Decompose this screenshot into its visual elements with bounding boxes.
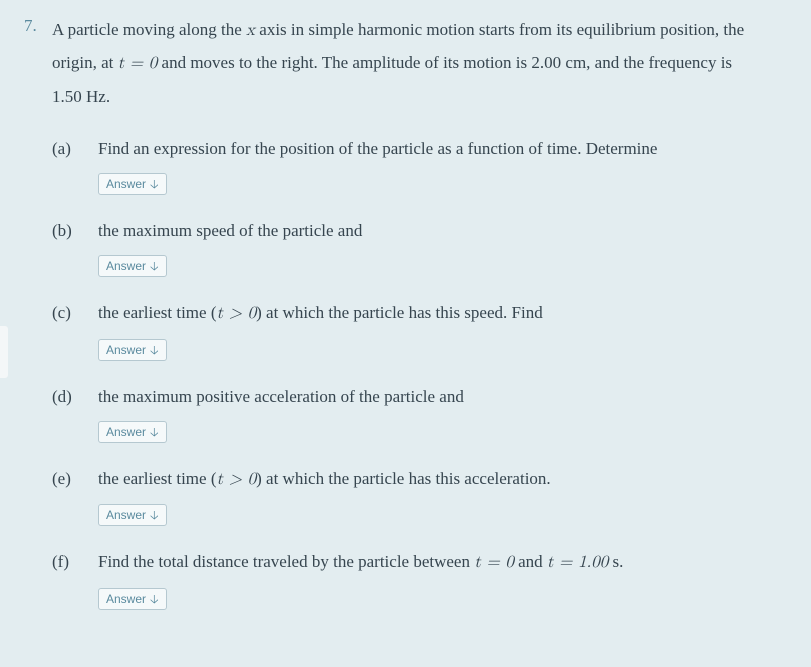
answer-button[interactable]: Answer 🡣 [98, 504, 167, 526]
arrow-down-icon: 🡣 [150, 593, 159, 605]
part-c: (c) the earliest time (t > 0) at which t… [52, 297, 765, 372]
problem-body: A particle moving along the x axis in si… [52, 14, 765, 630]
part-c-pre: the earliest time ( [98, 303, 216, 322]
part-label: (a) [52, 133, 98, 207]
eq-t1: t = 1.00 [547, 554, 608, 571]
part-e-post: ) at which the particle has this acceler… [256, 469, 551, 488]
part-text: Find an expression for the position of t… [98, 133, 765, 207]
part-text: the maximum speed of the particle and An… [98, 215, 765, 289]
arrow-down-icon: 🡣 [150, 178, 159, 190]
part-e: (e) the earliest time (t > 0) at which t… [52, 463, 765, 538]
parts-list: (a) Find an expression for the position … [52, 133, 765, 622]
problem: 7. A particle moving along the x axis in… [24, 14, 765, 630]
part-b-text: the maximum speed of the particle and [98, 221, 362, 240]
part-label: (d) [52, 381, 98, 455]
part-a: (a) Find an expression for the position … [52, 133, 765, 207]
part-text: the maximum positive acceleration of the… [98, 381, 765, 455]
part-f: (f) Find the total distance traveled by … [52, 546, 765, 621]
part-f-pre: Find the total distance traveled by the … [98, 552, 474, 571]
answer-label: Answer [106, 259, 146, 273]
arrow-down-icon: 🡣 [150, 509, 159, 521]
arrow-down-icon: 🡣 [150, 344, 159, 356]
part-label: (f) [52, 546, 98, 621]
answer-label: Answer [106, 592, 146, 606]
part-f-mid: and [514, 552, 547, 571]
problem-number: 7. [24, 14, 52, 630]
stem-text: A particle moving along the [52, 20, 246, 39]
eq-t0: t = 0 [474, 554, 514, 571]
answer-button[interactable]: Answer 🡣 [98, 173, 167, 195]
problem-container: 7. A particle moving along the x axis in… [0, 0, 785, 650]
arrow-down-icon: 🡣 [150, 426, 159, 438]
answer-button[interactable]: Answer 🡣 [98, 421, 167, 443]
part-label: (b) [52, 215, 98, 289]
part-text: the earliest time (t > 0) at which the p… [98, 297, 765, 372]
answer-button[interactable]: Answer 🡣 [98, 255, 167, 277]
answer-button[interactable]: Answer 🡣 [98, 588, 167, 610]
part-text: Find the total distance traveled by the … [98, 546, 765, 621]
part-d: (d) the maximum positive acceleration of… [52, 381, 765, 455]
part-f-unit: s. [608, 552, 623, 571]
part-label: (e) [52, 463, 98, 538]
part-b: (b) the maximum speed of the particle an… [52, 215, 765, 289]
answer-label: Answer [106, 508, 146, 522]
eq-t0: t = 0 [118, 55, 158, 72]
answer-label: Answer [106, 425, 146, 439]
answer-button[interactable]: Answer 🡣 [98, 339, 167, 361]
answer-label: Answer [106, 343, 146, 357]
part-d-text: the maximum positive acceleration of the… [98, 387, 464, 406]
var-x: x [246, 22, 255, 39]
answer-label: Answer [106, 177, 146, 191]
side-tab[interactable] [0, 326, 8, 378]
part-e-pre: the earliest time ( [98, 469, 216, 488]
part-c-post: ) at which the particle has this speed. … [256, 303, 543, 322]
part-label: (c) [52, 297, 98, 372]
eq-tg0: t > 0 [216, 305, 256, 322]
eq-tg0: t > 0 [216, 471, 256, 488]
part-a-text: Find an expression for the position of t… [98, 139, 657, 158]
part-text: the earliest time (t > 0) at which the p… [98, 463, 765, 538]
arrow-down-icon: 🡣 [150, 260, 159, 272]
